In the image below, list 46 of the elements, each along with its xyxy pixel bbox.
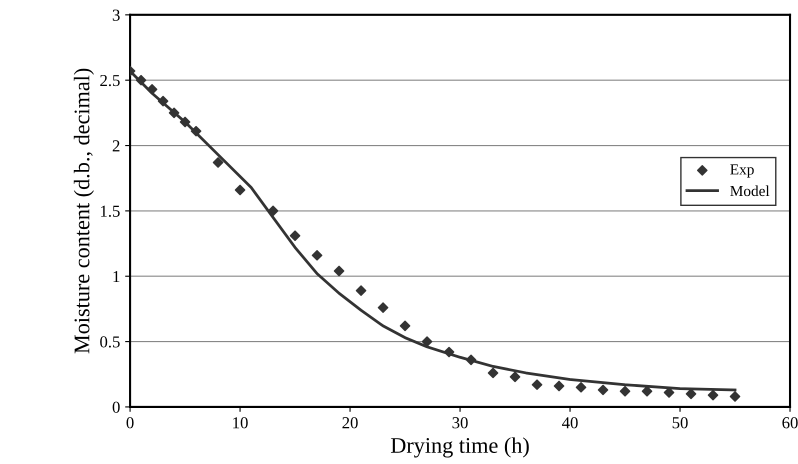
- point: [312, 250, 322, 261]
- point: [708, 390, 718, 400]
- y-tick-label: 1.5: [100, 206, 120, 217]
- y-tick-label: 3: [112, 10, 120, 21]
- x-tick-label: 60: [782, 417, 798, 428]
- point: [180, 116, 190, 128]
- legend-label: Model: [730, 185, 770, 196]
- x-tick-label: 50: [672, 417, 688, 428]
- x-tick-label: 20: [342, 417, 358, 428]
- point: [620, 386, 630, 397]
- y-tick-label: 0: [112, 402, 120, 413]
- point: [510, 372, 520, 382]
- x-tick-label: 0: [126, 417, 134, 428]
- point: [466, 354, 476, 366]
- legend-label: Exp: [730, 164, 754, 178]
- point: [400, 320, 410, 332]
- point: [212, 157, 224, 168]
- point: [168, 108, 180, 118]
- point: [554, 380, 564, 392]
- point: [730, 391, 740, 402]
- point: [532, 379, 542, 390]
- point: [146, 84, 158, 95]
- point: [378, 302, 388, 313]
- point: [598, 384, 608, 396]
- y-tick-label: 1: [113, 271, 120, 282]
- point: [268, 206, 278, 216]
- y-tick-label: 0.5: [100, 336, 120, 348]
- y-axis-title: Moisture content (d.b., decimal): [74, 68, 94, 354]
- point: [444, 346, 454, 358]
- x-tick-label: 10: [233, 417, 248, 428]
- point: [576, 382, 586, 393]
- x-tick-label: 40: [562, 417, 578, 428]
- point: [234, 184, 246, 196]
- x-axis-title: Drying time (h): [390, 437, 529, 458]
- point: [488, 368, 498, 378]
- point: [334, 266, 344, 276]
- point: [422, 336, 432, 347]
- point: [158, 96, 168, 106]
- point: [356, 285, 366, 296]
- x-tick-label: 30: [452, 417, 468, 428]
- point: [190, 126, 202, 136]
- y-tick-label: 2: [112, 140, 120, 152]
- point: [290, 230, 300, 242]
- point: [136, 74, 146, 86]
- point: [686, 388, 696, 400]
- y-tick-label: 2.5: [100, 74, 120, 86]
